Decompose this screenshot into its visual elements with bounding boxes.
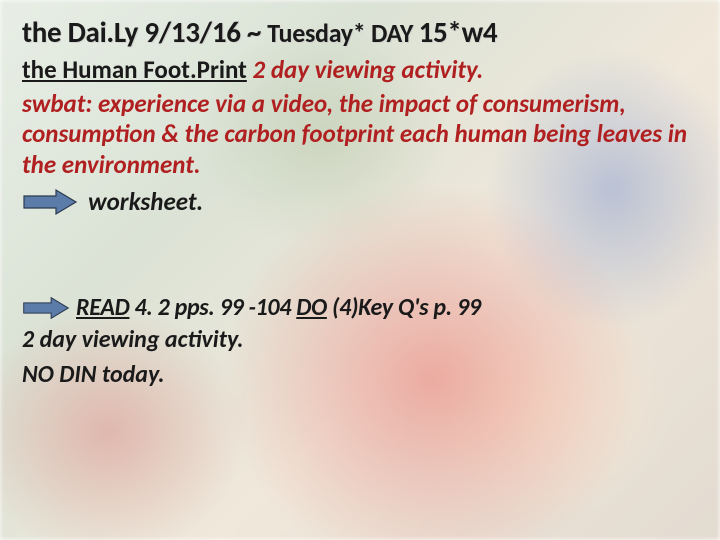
worksheet-row: worksheet. — [22, 186, 698, 217]
footer-line-1: 2 day viewing activity. — [22, 324, 698, 356]
read-row: READ 4. 2 pps. 99 -104 DO (4)Key Q's p. … — [22, 293, 698, 322]
swbat-text: swbat: experience via a video, the impac… — [22, 89, 698, 181]
read-post: (4)Key Q's p. 99 — [327, 293, 481, 322]
title-left: the Dai.Ly 9/13/16 ~ — [22, 14, 267, 50]
spacer — [22, 217, 698, 289]
subtitle-underlined: the Human Foot.Print — [22, 54, 247, 85]
footer-line-2: NO DIN today. — [22, 359, 698, 391]
read-mid: 4. 2 pps. 99 -104 — [129, 293, 296, 322]
do-underline: DO — [296, 293, 327, 322]
slide-title: the Dai.Ly 9/13/16 ~ Tuesday* DAY 15*w4 — [22, 14, 698, 50]
arrow-icon — [22, 296, 70, 320]
arrow-icon — [22, 188, 78, 216]
title-mid: Tuesday* DAY — [267, 17, 418, 49]
title-right: 15*w4 — [419, 14, 498, 50]
worksheet-label: worksheet. — [88, 186, 203, 217]
subtitle: the Human Foot.Print 2 day viewing activ… — [22, 56, 698, 85]
read-underline: READ — [76, 293, 129, 322]
read-text: READ 4. 2 pps. 99 -104 DO (4)Key Q's p. … — [76, 293, 481, 322]
subtitle-rest: 2 day viewing activity. — [247, 54, 483, 85]
slide-content: the Dai.Ly 9/13/16 ~ Tuesday* DAY 15*w4 … — [0, 0, 720, 405]
